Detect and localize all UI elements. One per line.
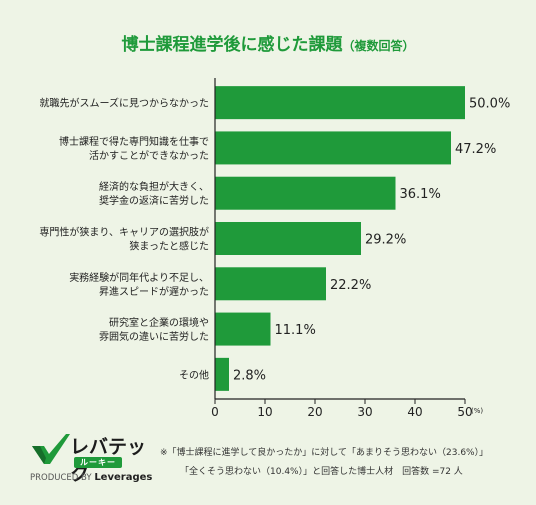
x-tick-label: 40 xyxy=(407,405,422,419)
produced-by: PRODUCED BY Leverages xyxy=(30,472,152,483)
category-label: 活かすことができなかった xyxy=(89,149,209,162)
category-label: 就職先がスムーズに見つからなかった xyxy=(40,97,210,110)
data-label: 22.2% xyxy=(330,278,371,293)
chart-title-sub: （複数回答） xyxy=(342,39,415,53)
logo-subtitle: ルーキー xyxy=(74,457,122,468)
bar xyxy=(215,312,271,346)
data-label: 47.2% xyxy=(455,142,496,157)
category-label: 研究室と企業の環境や xyxy=(109,316,209,329)
data-label: 36.1% xyxy=(400,187,441,202)
x-tick-label: 0 xyxy=(211,405,219,419)
category-label: その他 xyxy=(179,368,209,381)
bar xyxy=(215,86,465,120)
category-label: 狭まったと感じた xyxy=(129,240,209,253)
category-label: 奨学金の返済に苦労した xyxy=(99,194,209,207)
x-tick-label: 10 xyxy=(257,405,272,419)
bar xyxy=(215,176,396,210)
x-unit-label: (%) xyxy=(471,407,483,415)
chart-title-main: 博士課程進学後に感じた課題 xyxy=(121,35,343,55)
category-label: 雰囲気の違いに苦労した xyxy=(99,330,209,343)
checkmark-icon xyxy=(32,434,70,464)
x-tick-label: 30 xyxy=(357,405,372,419)
bar xyxy=(215,267,326,301)
data-label: 11.1% xyxy=(275,323,316,338)
footnote-line-2: 「全くそう思わない（10.4%）」と回答した博士人材 回答数 =72 人 xyxy=(180,467,463,477)
logo-wordmark: レバテック xyxy=(70,436,147,485)
footnote-line-1: ※「博士課程に進学して良かったか」に対して「あまりそう思わない（23.6%）」 xyxy=(160,448,489,458)
bar xyxy=(215,222,361,255)
data-label: 50.0% xyxy=(469,97,510,112)
bar xyxy=(215,131,451,165)
category-label: 博士課程で得た専門知識を仕事で xyxy=(59,135,209,148)
data-label: 29.2% xyxy=(365,233,406,248)
bar xyxy=(215,357,229,391)
produced-by-brand: Leverages xyxy=(94,472,153,483)
x-tick-label: 20 xyxy=(307,405,322,419)
chart-title: 博士課程進学後に感じた課題（複数回答） xyxy=(0,30,536,55)
category-label: 専門性が狭まり、キャリアの選択肢が xyxy=(39,226,209,239)
category-label: 実務経験が同年代より不足し、 xyxy=(69,271,209,284)
data-label: 2.8% xyxy=(233,368,266,383)
x-tick-label: 50 xyxy=(457,405,472,419)
category-label: 昇進スピードが遅かった xyxy=(99,285,209,298)
category-label: 経済的な負担が大きく、 xyxy=(99,180,209,193)
produced-by-prefix: PRODUCED BY xyxy=(30,473,95,483)
levtech-rookie-logo: レバテック ルーキー PRODUCED BY Leverages xyxy=(30,432,155,487)
